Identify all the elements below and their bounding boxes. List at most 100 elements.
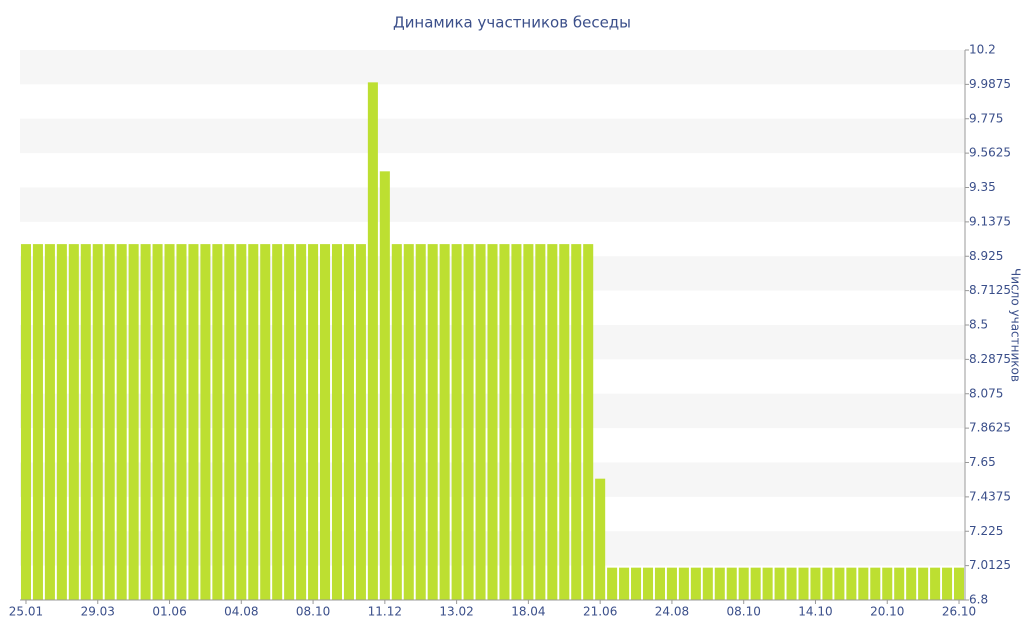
bar	[678, 567, 689, 600]
bar	[535, 244, 546, 600]
bar	[260, 244, 271, 600]
bar	[331, 244, 343, 600]
bar	[906, 567, 917, 600]
y-tick-label: 7.65	[969, 455, 996, 469]
bar	[523, 244, 534, 600]
bar	[595, 478, 606, 600]
bar	[104, 244, 115, 600]
bar	[128, 244, 139, 600]
bar	[200, 244, 211, 600]
y-tick-label: 8.7125	[969, 283, 1011, 297]
bar	[176, 244, 187, 600]
bar	[20, 244, 32, 600]
bar	[92, 244, 103, 600]
bar	[296, 244, 307, 600]
bar	[559, 244, 570, 600]
bar	[272, 244, 283, 600]
y-tick-label: 7.8625	[969, 421, 1011, 435]
bar	[547, 244, 558, 600]
bar	[308, 244, 319, 600]
bar	[798, 567, 809, 600]
bar	[571, 244, 582, 600]
bar	[918, 567, 929, 600]
bar	[164, 244, 175, 600]
x-tick-label: 14.10	[798, 605, 832, 619]
bar	[343, 244, 354, 600]
bar	[583, 244, 594, 600]
bar	[738, 567, 749, 600]
y-tick-label: 10.2	[969, 43, 996, 57]
bar	[224, 244, 235, 600]
x-tick-label: 13.02	[439, 605, 473, 619]
x-tick-label: 08.10	[296, 605, 330, 619]
y-tick-label: 9.1375	[969, 214, 1011, 228]
bar	[56, 244, 67, 600]
bar	[654, 567, 665, 600]
bar	[44, 244, 55, 600]
x-tick-label: 20.10	[870, 605, 904, 619]
y-tick-label: 7.4375	[969, 489, 1011, 503]
x-tick-label: 11.12	[368, 605, 402, 619]
bar	[236, 244, 247, 600]
bar	[953, 567, 965, 600]
bar	[463, 244, 474, 600]
bar	[379, 171, 390, 600]
bar	[248, 244, 259, 600]
y-tick-label: 7.225	[969, 524, 1003, 538]
bar	[116, 244, 127, 600]
y-tick-label: 8.925	[969, 249, 1003, 263]
y-axis-label: Число участников	[1009, 268, 1023, 382]
bar	[188, 244, 199, 600]
grid-band	[20, 187, 965, 222]
bar	[320, 244, 331, 600]
bar	[858, 567, 869, 600]
x-tick-label: 01.06	[152, 605, 186, 619]
bar	[702, 567, 713, 600]
y-tick-label: 8.2875	[969, 352, 1011, 366]
bar	[487, 244, 498, 600]
bar	[894, 567, 905, 600]
y-tick-label: 9.5625	[969, 146, 1011, 160]
bar	[822, 567, 833, 600]
y-tick-label: 9.35	[969, 180, 996, 194]
y-tick-label: 8.5	[969, 318, 988, 332]
bar	[942, 567, 953, 600]
bar	[391, 244, 402, 600]
y-tick-label: 8.075	[969, 386, 1003, 400]
bar	[439, 244, 450, 600]
bar	[511, 244, 522, 600]
grid-band	[20, 118, 965, 154]
bar	[284, 244, 295, 600]
bar	[140, 244, 151, 600]
y-tick-label: 6.8	[969, 593, 988, 607]
x-tick-label: 08.10	[727, 605, 761, 619]
bar	[762, 567, 773, 600]
y-tick-label: 9.9875	[969, 77, 1011, 91]
bar	[403, 244, 414, 600]
bar	[882, 567, 893, 600]
x-tick-label: 24.08	[655, 605, 689, 619]
x-tick-label: 21.06	[583, 605, 617, 619]
bar	[80, 244, 91, 600]
chart-title: Динамика участников беседы	[393, 14, 631, 32]
bar	[930, 567, 941, 600]
bar	[750, 567, 761, 600]
bar	[427, 244, 438, 600]
bar	[666, 567, 677, 600]
bar	[690, 567, 701, 600]
bar	[810, 567, 821, 600]
bar	[355, 244, 366, 600]
bar	[212, 244, 223, 600]
bar	[607, 567, 618, 600]
y-tick-label: 7.0125	[969, 558, 1011, 572]
bar	[726, 567, 737, 600]
bar	[774, 567, 785, 600]
bar	[68, 244, 79, 600]
x-tick-label: 04.08	[224, 605, 258, 619]
x-tick-label: 29.03	[81, 605, 115, 619]
grid-band	[20, 50, 965, 85]
bar	[642, 567, 654, 600]
x-tick-label: 26.10	[942, 605, 976, 619]
bar	[619, 567, 630, 600]
